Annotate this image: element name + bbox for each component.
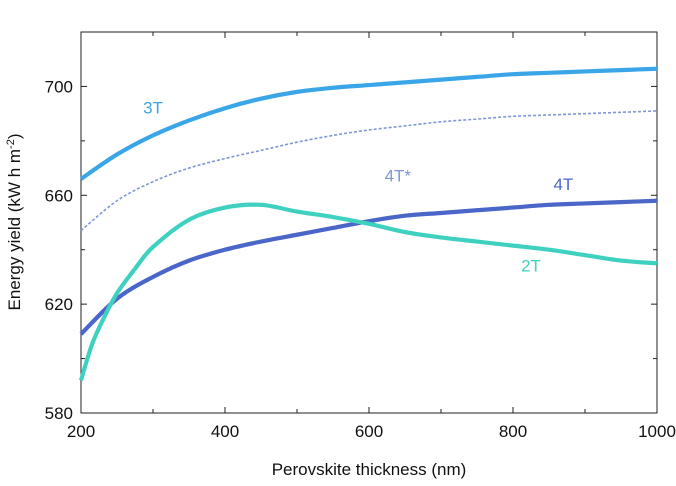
y-axis-title-main: Energy yield (kW h m <box>5 149 24 311</box>
series-label-4t: 4T <box>553 175 573 194</box>
series-label-3t: 3T <box>143 99 163 118</box>
series-line-4t <box>80 110 658 232</box>
x-tick-label: 1000 <box>638 422 676 441</box>
x-tick-label: 200 <box>67 422 95 441</box>
x-tick-label: 400 <box>211 422 239 441</box>
series-label-layer: 3T 4T* 4T 2T <box>143 99 573 276</box>
x-tick-label: 800 <box>499 422 527 441</box>
y-axis: 580 620 660 700 <box>45 31 657 423</box>
series-label-2t: 2T <box>521 256 541 275</box>
y-tick-label: 580 <box>45 404 73 423</box>
x-tick-label: 600 <box>355 422 383 441</box>
y-axis-title-close: ) <box>5 134 24 140</box>
y-axis-title-sup: -2 <box>5 139 17 149</box>
series-label-4t: 4T* <box>385 167 412 186</box>
series-line-3t <box>79 66 658 181</box>
series-line-4t <box>79 198 658 336</box>
series-layer <box>78 66 658 381</box>
series-line-2t <box>78 202 658 381</box>
x-axis-title: Perovskite thickness (nm) <box>272 460 467 479</box>
x-axis: 200 400 600 800 1000 <box>67 32 676 441</box>
y-tick-label: 620 <box>45 295 73 314</box>
y-axis-title: Energy yield (kW h m-2) <box>5 134 24 311</box>
y-tick-label: 700 <box>45 77 73 96</box>
y-tick-label: 660 <box>45 186 73 205</box>
